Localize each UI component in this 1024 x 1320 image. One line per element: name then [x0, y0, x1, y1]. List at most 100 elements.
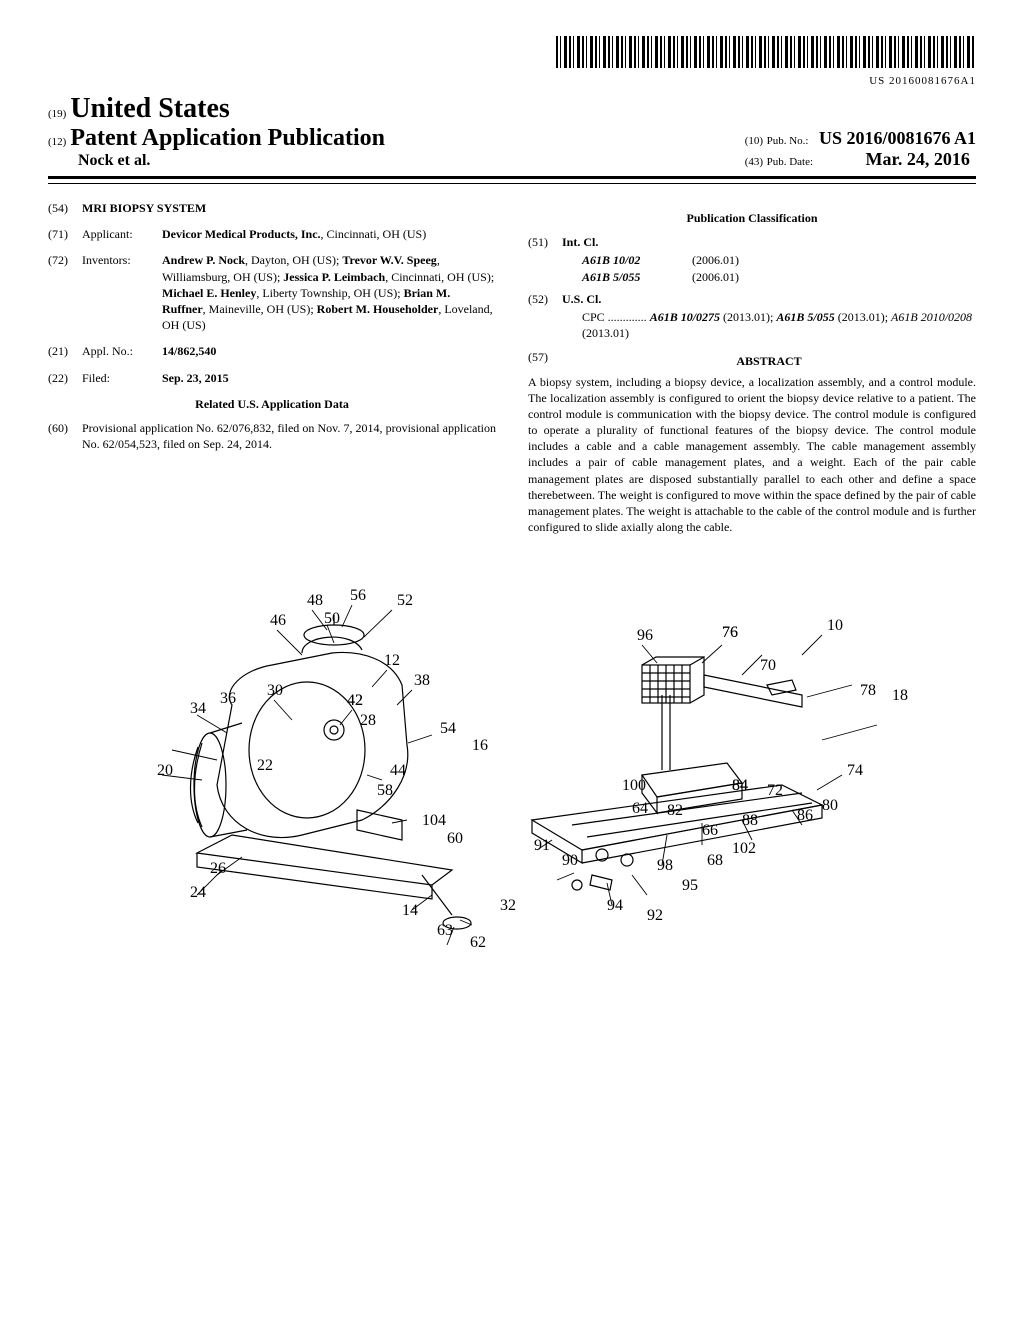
- ref-63: 63: [437, 922, 453, 939]
- f71-label: Applicant:: [82, 226, 162, 242]
- ref-91: 91: [534, 837, 550, 854]
- ref-98: 98: [657, 857, 673, 874]
- ref-56: 56: [350, 587, 366, 604]
- label-43: (43): [745, 156, 763, 168]
- ref-52: 52: [397, 592, 413, 609]
- f22-num: (22): [48, 370, 82, 386]
- f21-label: Appl. No.:: [82, 343, 162, 359]
- f21-value: 14/862,540: [162, 343, 496, 359]
- field-72: (72) Inventors: Andrew P. Nock, Dayton, …: [48, 252, 496, 333]
- field-22: (22) Filed: Sep. 23, 2015: [48, 370, 496, 386]
- ref-96: 96: [637, 627, 653, 644]
- f21-num: (21): [48, 343, 82, 359]
- left-column: (54) MRI BIOPSY SYSTEM (71) Applicant: D…: [48, 200, 496, 535]
- ref-30: 30: [267, 682, 283, 699]
- ref-28: 28: [360, 712, 376, 729]
- ref-32: 32: [500, 897, 516, 914]
- ref-36: 36: [220, 690, 236, 707]
- barcode-icon: [556, 36, 976, 68]
- ref-90: 90: [562, 852, 578, 869]
- label-19: (19): [48, 108, 66, 120]
- f71-name: Devicor Medical Products, Inc.: [162, 227, 321, 241]
- cpc-main-yr: (2013.01);: [720, 310, 776, 324]
- ref-95: 95: [682, 877, 698, 894]
- field-21: (21) Appl. No.: 14/862,540: [48, 343, 496, 359]
- ref-12: 12: [384, 652, 400, 669]
- f52-label: U.S. Cl.: [562, 291, 976, 307]
- related-title: Related U.S. Application Data: [48, 396, 496, 412]
- pub-number: US 2016/0081676 A1: [819, 128, 976, 148]
- ref-34: 34: [190, 700, 206, 717]
- divider-thin: [48, 183, 976, 184]
- field-60: (60) Provisional application No. 62/076,…: [48, 420, 496, 452]
- inventor-loc: , Dayton, OH (US);: [245, 253, 342, 267]
- intcl-code-0: A61B 10/02: [582, 252, 692, 268]
- header-row: (19) United States (12) Patent Applicati…: [48, 93, 976, 170]
- f54-title: MRI BIOPSY SYSTEM: [82, 200, 496, 216]
- cpc-3-yr: (2013.01): [582, 326, 629, 340]
- ref-60: 60: [447, 830, 463, 847]
- ref-104: 104: [422, 812, 446, 829]
- abstract-text: A biopsy system, including a biopsy devi…: [528, 374, 976, 536]
- intcl-list: A61B 10/02 (2006.01) A61B 5/055 (2006.01…: [582, 252, 976, 284]
- ref-82: 82: [667, 802, 683, 819]
- ref-86: 86: [797, 807, 813, 824]
- ref-92: 92: [647, 907, 663, 924]
- field-71: (71) Applicant: Devicor Medical Products…: [48, 226, 496, 242]
- cpc-2-yr: (2013.01);: [835, 310, 891, 324]
- field-52: (52) U.S. Cl.: [528, 291, 976, 307]
- ref-102: 102: [732, 840, 756, 857]
- f72-inventors: Andrew P. Nock, Dayton, OH (US); Trevor …: [162, 252, 496, 333]
- ref-14: 14: [402, 902, 418, 919]
- inventor-name: Andrew P. Nock: [162, 253, 245, 267]
- ref-26: 26: [210, 860, 226, 877]
- ref-94: 94: [607, 897, 623, 914]
- inventor-name: Robert M. Householder: [317, 302, 439, 316]
- ref-68: 68: [707, 852, 723, 869]
- ref-44: 44: [390, 762, 406, 779]
- label-10: (10): [745, 135, 763, 147]
- ref-66: 66: [702, 822, 718, 839]
- ref-22: 22: [257, 757, 273, 774]
- cpc-line: CPC ............. A61B 10/0275 (2013.01)…: [582, 309, 976, 341]
- ref-78: 78: [860, 682, 876, 699]
- pub-type: Patent Application Publication: [70, 125, 385, 151]
- f22-value: Sep. 23, 2015: [162, 370, 496, 386]
- pubdate-label: Pub. Date:: [767, 156, 813, 168]
- f57-num: (57): [528, 349, 562, 373]
- ref-10: 10: [827, 617, 843, 634]
- biblio-columns: (54) MRI BIOPSY SYSTEM (71) Applicant: D…: [48, 200, 976, 535]
- ref-20: 20: [157, 762, 173, 779]
- ref-38: 38: [414, 672, 430, 689]
- ref-48: 48: [307, 592, 323, 609]
- f71-value: Devicor Medical Products, Inc., Cincinna…: [162, 226, 496, 242]
- ref-18: 18: [892, 687, 908, 704]
- ref-50: 50: [324, 610, 340, 627]
- pubclass-title: Publication Classification: [528, 210, 976, 226]
- ref-74: 74: [847, 762, 863, 779]
- intcl-code-1: A61B 5/055: [582, 269, 692, 285]
- f52-num: (52): [528, 291, 562, 307]
- ref-70: 70: [760, 657, 776, 674]
- f60-value: Provisional application No. 62/076,832, …: [82, 420, 496, 452]
- patent-figure: 4856524650123854343630422842162022584410…: [48, 575, 976, 1020]
- f72-label: Inventors:: [82, 252, 162, 333]
- ref-42: 42: [347, 692, 363, 709]
- ref-84: 84: [732, 777, 748, 794]
- ref-54: 54: [440, 720, 456, 737]
- cpc-2: A61B 5/055: [776, 310, 834, 324]
- f72-num: (72): [48, 252, 82, 333]
- label-12: (12): [48, 136, 66, 148]
- divider-thick: [48, 176, 976, 179]
- f22-label: Filed:: [82, 370, 162, 386]
- f54-num: (54): [48, 200, 82, 216]
- authors: Nock et al.: [78, 152, 385, 170]
- ref-24: 24: [190, 884, 206, 901]
- ref-16: 16: [472, 737, 488, 754]
- ref-58: 58: [377, 782, 393, 799]
- inventor-loc: , Maineville, OH (US);: [203, 302, 317, 316]
- intcl-row-1: A61B 5/055 (2006.01): [582, 269, 976, 285]
- ref-88: 88: [742, 812, 758, 829]
- pub-date: Mar. 24, 2016: [866, 149, 970, 169]
- intcl-ver-0: (2006.01): [692, 252, 739, 268]
